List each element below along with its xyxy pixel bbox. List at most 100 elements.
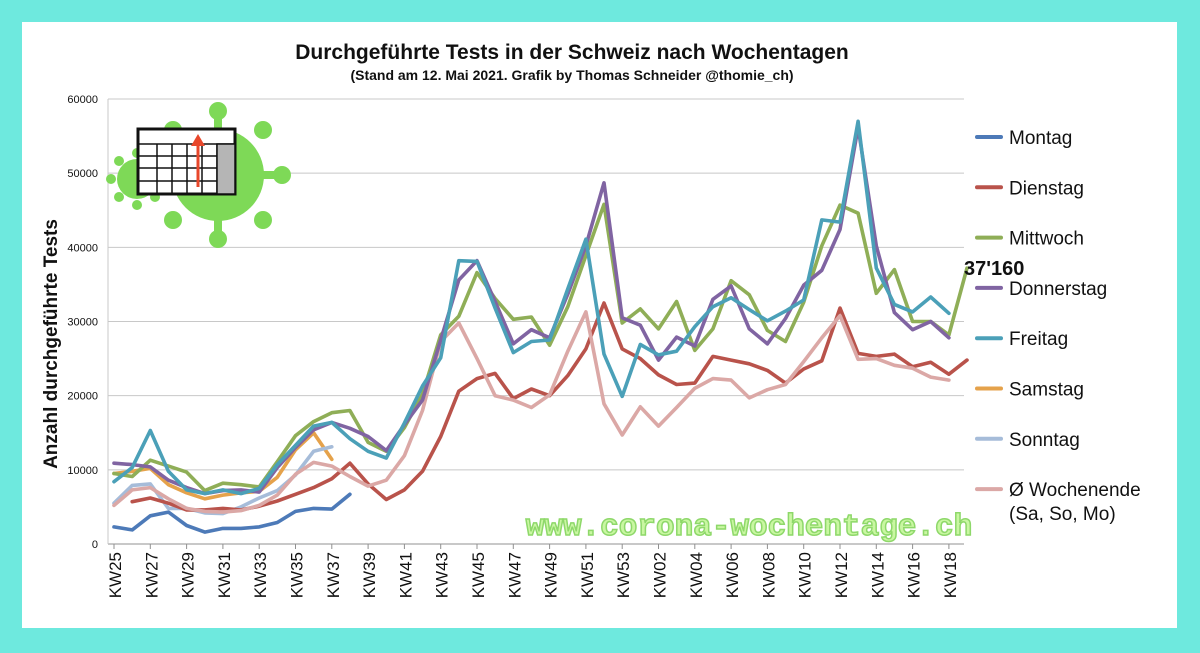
data-point [838,220,842,224]
data-point [747,396,751,400]
data-point [675,335,678,339]
data-point [185,470,189,474]
data-point [167,497,170,501]
x-tick-label: KW33 [251,552,270,598]
data-point [620,433,624,437]
data-point [348,409,352,412]
data-point [112,472,116,475]
data-point [203,492,207,495]
data-point [584,237,588,241]
data-point [602,202,606,206]
data-point [403,454,406,458]
data-point [602,402,606,406]
arrow-up-icon [191,134,205,187]
data-point [657,327,660,331]
x-tick-label: KW25 [106,552,125,598]
data-point [711,377,715,380]
data-point [566,305,570,309]
data-point [130,469,134,473]
data-point [856,211,860,215]
data-point [239,483,243,487]
data-point [475,377,479,380]
data-point [947,378,951,382]
data-point [693,325,697,329]
data-point [275,521,279,524]
x-tick-label: KW39 [360,552,379,598]
data-point [675,406,678,409]
series-line [112,445,334,516]
data-point [893,352,896,356]
data-point [511,342,515,346]
data-point [602,181,606,185]
legend-label: Mittwoch [1009,229,1084,250]
data-point [475,357,479,360]
data-point [530,328,533,332]
data-point [148,482,152,486]
data-point [221,488,225,492]
data-point [203,530,207,534]
data-point [221,481,225,485]
data-point [130,475,134,478]
data-point [403,488,406,492]
data-point [148,514,152,518]
data-point [947,311,951,315]
data-point [929,375,933,379]
x-tick-label: KW47 [505,552,524,598]
legend-label: Montag [1009,128,1072,149]
data-point [874,357,878,360]
data-point [148,429,152,432]
data-point [257,504,261,507]
chart-title: Durchgeführte Tests in der Schweiz nach … [295,41,849,64]
data-point [257,525,261,529]
data-point [965,358,969,362]
x-tick-label: KW53 [614,552,633,598]
y-tick-label: 60000 [67,94,98,106]
x-tick-label: KW04 [687,552,706,598]
data-point [112,504,116,507]
data-point [167,469,170,473]
data-point [620,395,624,398]
data-point [802,283,806,287]
data-point [602,352,606,356]
data-point [112,480,116,484]
data-point [221,527,225,530]
data-point [457,259,461,263]
data-point [548,393,551,397]
data-point [729,296,733,300]
x-tick-label: KW43 [433,552,452,598]
data-point [584,310,588,314]
data-point [275,475,279,479]
data-point [348,461,352,465]
legend-label: Sonntag [1009,430,1080,451]
data-point [602,301,606,305]
data-point [820,336,824,340]
series-montag [112,492,352,534]
data-point [221,507,225,510]
data-point [294,492,297,496]
data-point [366,435,370,438]
x-tick-label: KW29 [179,552,198,598]
data-point [257,490,261,494]
data-point [312,486,315,489]
data-point [530,340,533,343]
data-point [856,119,860,123]
data-point [511,317,515,321]
data-point [747,293,751,297]
data-point [203,510,207,513]
legend-item: Dienstag [975,178,1084,199]
data-point [366,441,370,444]
data-point [820,218,824,222]
data-point [294,444,297,447]
data-point [675,300,678,303]
y-axis-label: Anzahl durchgeführte Tests [41,219,62,469]
data-point [312,449,315,453]
data-point [167,483,170,487]
data-point [893,303,896,306]
data-point [475,271,479,274]
data-point [167,507,170,510]
data-point [802,298,806,302]
data-point [584,347,588,351]
line-chart: Durchgeführte Tests in der Schweiz nach … [41,41,1141,598]
data-point [802,360,806,363]
data-point [784,340,787,343]
